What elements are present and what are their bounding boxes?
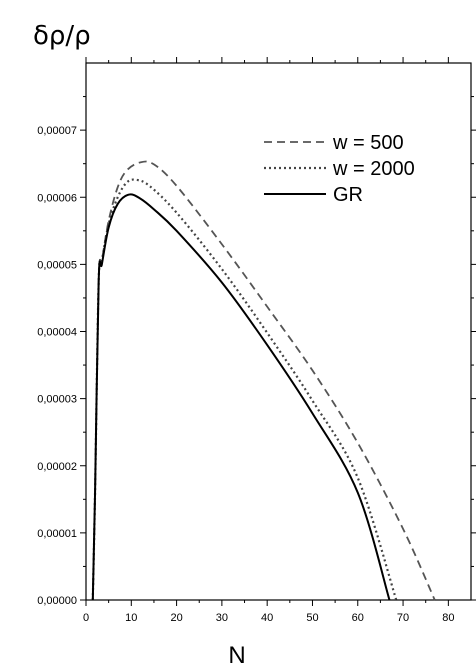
x-tick-label: 10: [125, 612, 137, 624]
y-axis-label: δρ/ρ: [33, 21, 91, 51]
legend: w = 500 w = 2000 GR: [264, 132, 415, 206]
tick-labels: 0 10 20 30 40 50 60 70 80 0,00000 0,00001 0,00002 0,…: [37, 125, 454, 624]
axis-ticks: [80, 57, 476, 606]
y-tick-label: 0,00001: [37, 528, 77, 540]
legend-label-0: w = 500: [332, 132, 404, 154]
y-tick-label: 0,00006: [37, 192, 77, 204]
legend-label-2: GR: [333, 184, 363, 206]
series-lines: [91, 160, 436, 601]
x-tick-label: 60: [352, 612, 364, 624]
x-tick-label: 40: [261, 612, 273, 624]
plot-frame: [85, 62, 472, 601]
series-line-0: [91, 160, 436, 601]
x-axis-label: N: [228, 642, 245, 667]
x-tick-label: 80: [442, 612, 454, 624]
y-tick-label: 0,00000: [37, 595, 77, 607]
x-tick-label: 0: [83, 612, 89, 624]
y-tick-label: 0,00004: [37, 327, 77, 339]
series-line-2: [91, 193, 391, 601]
x-tick-label: 50: [306, 612, 318, 624]
x-tick-label: 30: [216, 612, 228, 624]
legend-label-1: w = 2000: [332, 158, 415, 180]
x-tick-label: 20: [170, 612, 182, 624]
y-tick-label: 0,00002: [37, 461, 77, 473]
x-tick-label: 70: [397, 612, 409, 624]
y-tick-label: 0,00007: [37, 125, 77, 137]
y-tick-label: 0,00005: [37, 259, 77, 271]
series-line-1: [91, 178, 398, 601]
y-tick-label: 0,00003: [37, 394, 77, 406]
